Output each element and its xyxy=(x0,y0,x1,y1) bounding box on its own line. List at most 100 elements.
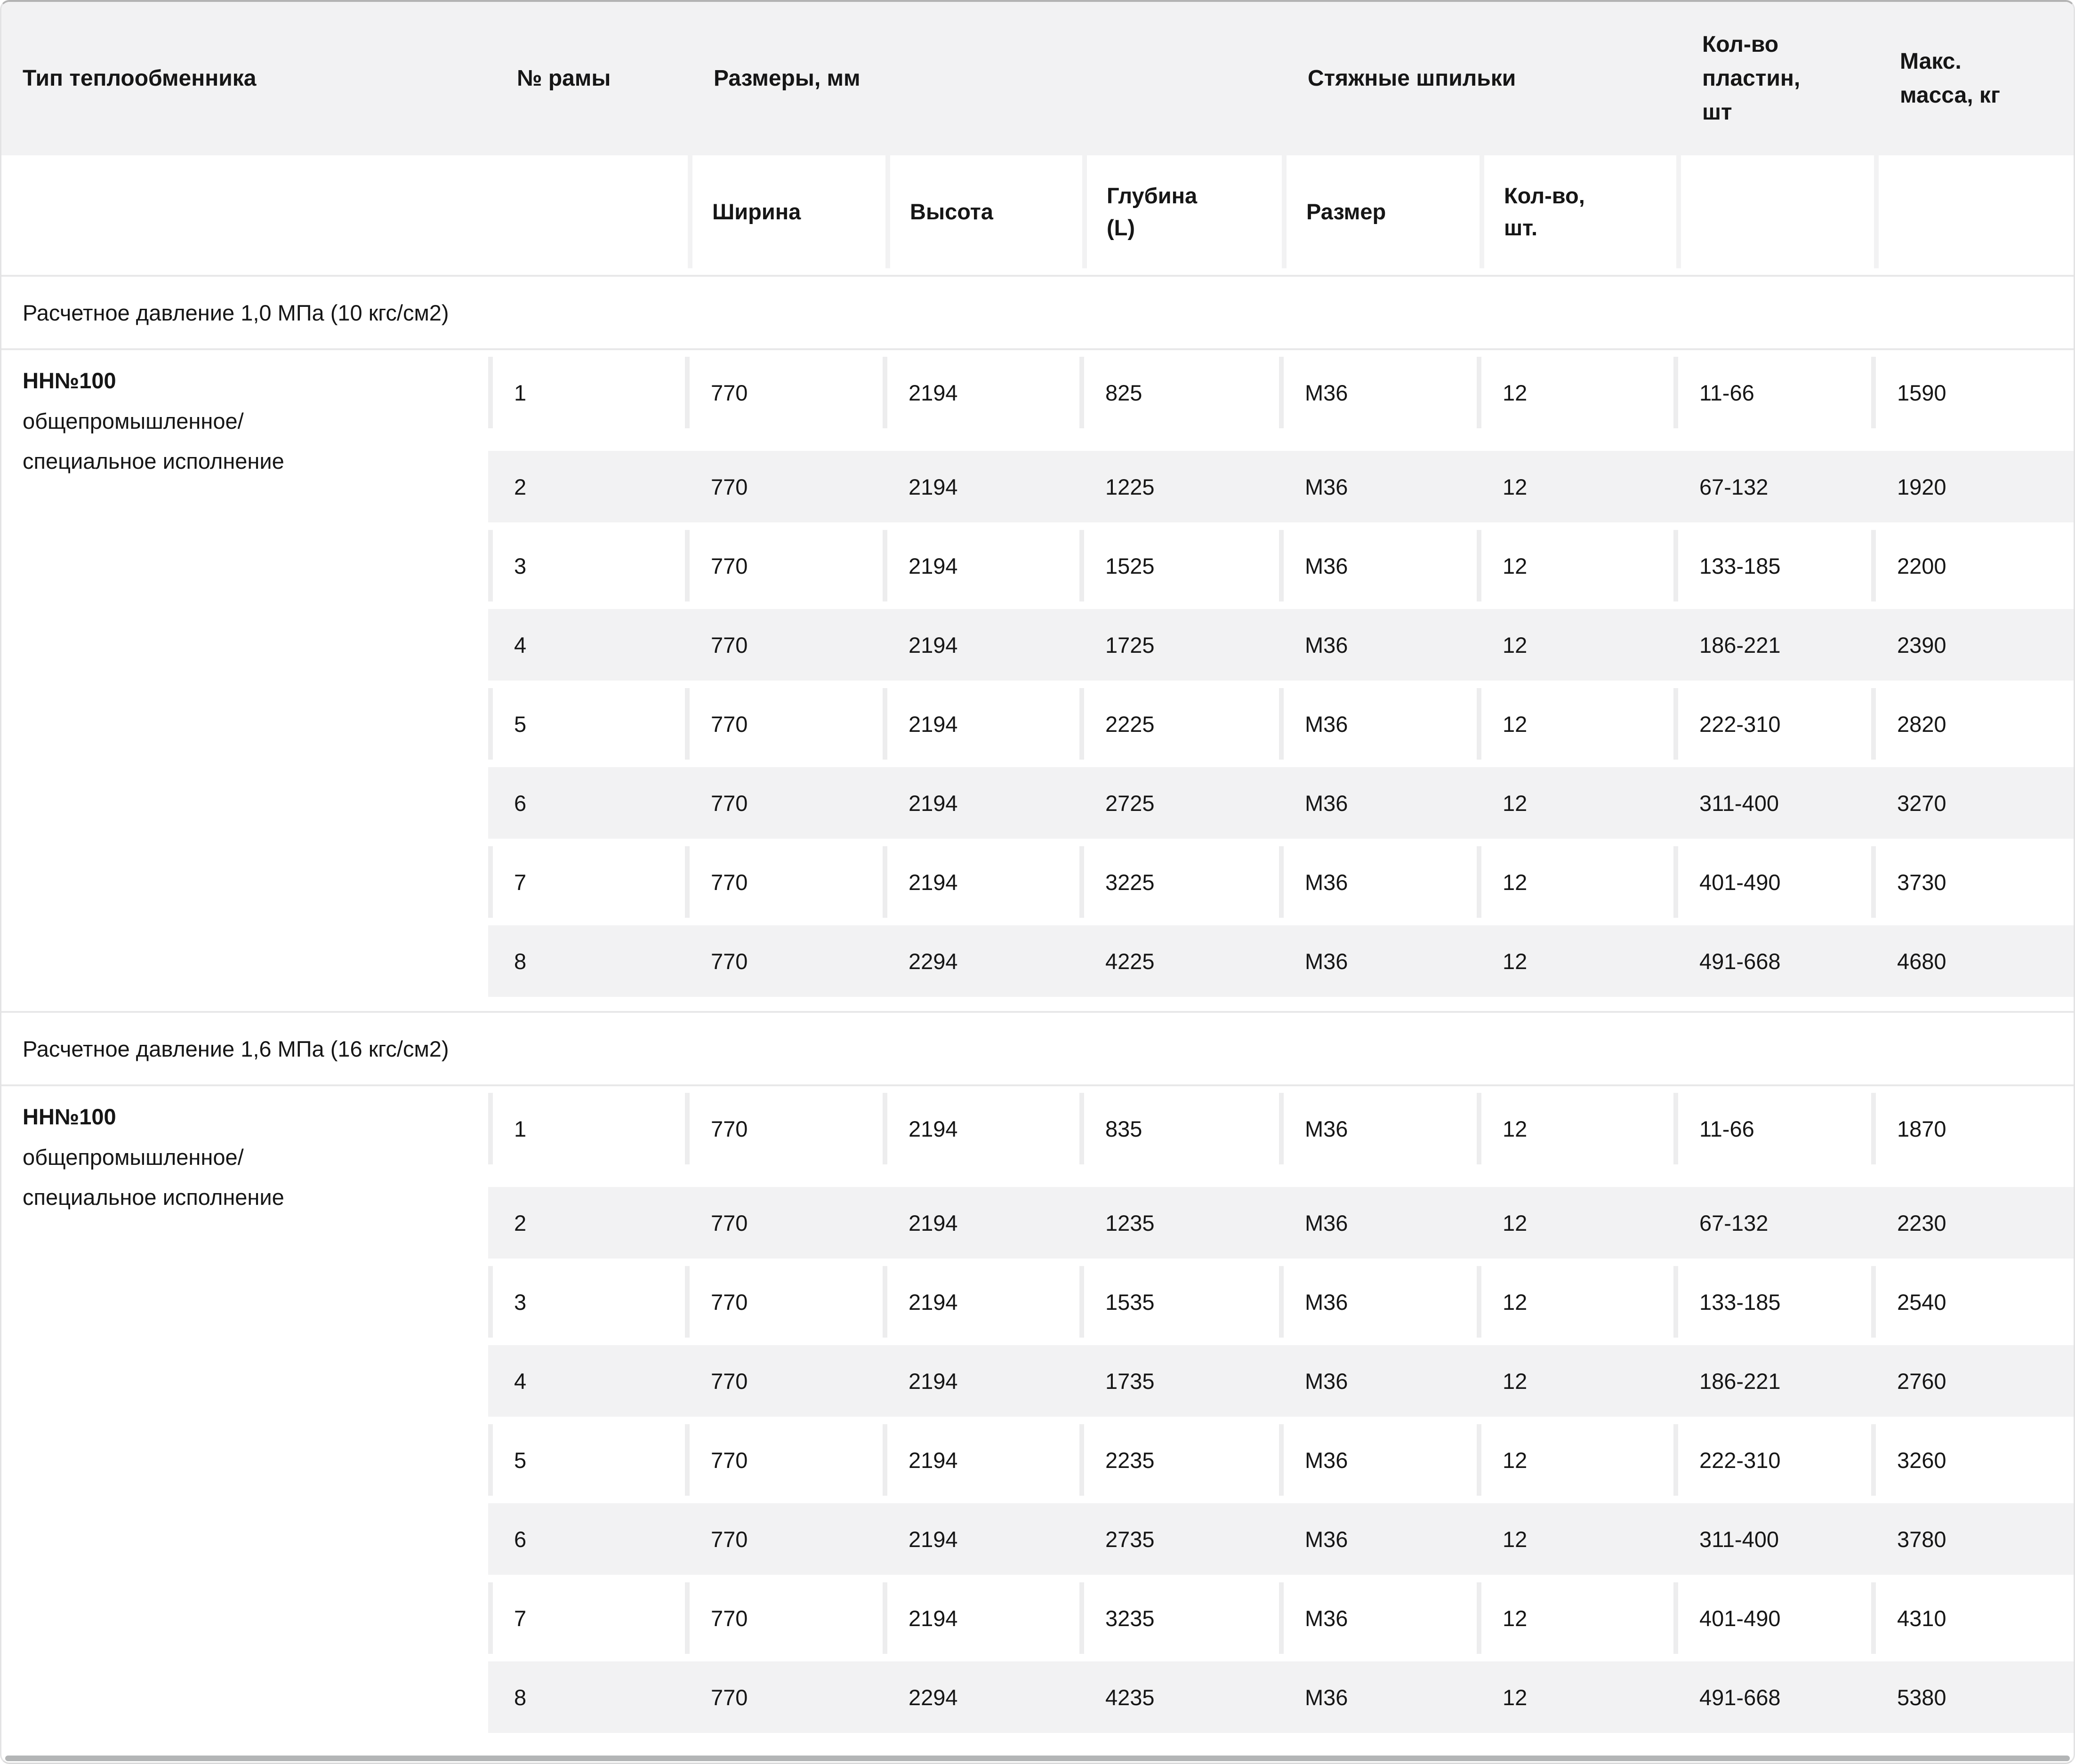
cell-depth: 1735 xyxy=(1105,1368,1155,1394)
cell-stud-qty: 12 xyxy=(1481,846,1673,918)
cell-width: 770 xyxy=(711,474,748,499)
cell-stud-qty: 12 xyxy=(1503,1684,1528,1710)
cell-stud-size: М36 xyxy=(1284,1424,1477,1496)
cell-stud-qty: 12 xyxy=(1503,1526,1528,1552)
cell-frame-no: 7 xyxy=(493,1582,685,1654)
cell-stud-qty: 12 xyxy=(1503,790,1528,816)
subheader-blank-mass xyxy=(1879,155,2074,268)
cell-plates-range: 222-310 xyxy=(1678,688,1871,760)
table-row: 5 770 2194 2235 М36 12 222-310 3260 xyxy=(488,1424,2074,1496)
cell-frame-no: 4 xyxy=(514,1368,527,1394)
column-header-mass-label: Макс. масса, кг xyxy=(1900,49,2000,108)
cell-max-mass: 2200 xyxy=(1876,530,2074,601)
cell-frame-no: 5 xyxy=(493,688,685,760)
cell-plates-range: 11-66 xyxy=(1678,1093,1871,1164)
group-desc-line: общепромышленное/ xyxy=(23,408,244,433)
cell-height: 2194 xyxy=(909,1526,958,1552)
cell-height: 2194 xyxy=(909,1368,958,1394)
table-header-row: Тип теплообменника № рамы Размеры, мм Ст… xyxy=(1,2,2074,155)
group-name: НН№100 xyxy=(23,1104,116,1129)
cell-stud-qty: 12 xyxy=(1503,948,1528,974)
group-desc-line: специальное исполнение xyxy=(23,1185,284,1210)
cell-stud-size: М36 xyxy=(1284,846,1477,918)
column-header-plates: Кол-во пластин, шт xyxy=(1681,28,1874,129)
table-row: 7 770 2194 3235 М36 12 401-490 4310 xyxy=(488,1582,2074,1654)
cell-stud-size: М36 xyxy=(1305,1684,1348,1710)
cell-plates-range: 491-668 xyxy=(1699,1684,1781,1710)
cell-stud-qty: 12 xyxy=(1481,1582,1673,1654)
column-header-sizes: Размеры, мм xyxy=(714,66,861,91)
cell-stud-size: М36 xyxy=(1305,948,1348,974)
cell-stud-size: М36 xyxy=(1305,1210,1348,1235)
cell-depth: 2225 xyxy=(1084,688,1279,760)
cell-frame-no: 8 xyxy=(514,1684,527,1710)
cell-max-mass: 2760 xyxy=(1897,1368,1946,1394)
cell-width: 770 xyxy=(690,846,883,918)
section-title-row: Расчетное давление 1,6 МПа (16 кгс/см2) xyxy=(1,1011,2074,1086)
subheader-depth: Глубина (L) xyxy=(1087,155,1282,268)
cell-plates-range: 133-185 xyxy=(1678,1266,1871,1338)
cell-frame-no: 1 xyxy=(493,357,685,428)
horizontal-scrollbar[interactable] xyxy=(5,1756,2070,1761)
table-row: 7 770 2194 3225 М36 12 401-490 3730 xyxy=(488,846,2074,918)
subheader-qty: Кол-во, шт. xyxy=(1484,155,1676,268)
cell-max-mass: 3260 xyxy=(1876,1424,2074,1496)
cell-plates-range: 186-221 xyxy=(1699,1368,1781,1394)
cell-depth: 2725 xyxy=(1105,790,1155,816)
subheader-qty-label: Кол-во, шт. xyxy=(1504,183,1585,240)
cell-depth: 2235 xyxy=(1084,1424,1279,1496)
cell-width: 770 xyxy=(711,790,748,816)
table-row: 1 770 2194 835 М36 12 11-66 1870 xyxy=(488,1093,2074,1164)
group-name: НН№100 xyxy=(23,368,116,393)
cell-max-mass: 3730 xyxy=(1876,846,2074,918)
cell-max-mass: 3270 xyxy=(1897,790,1946,816)
cell-depth: 3225 xyxy=(1084,846,1279,918)
cell-height: 2194 xyxy=(887,357,1079,428)
table-row: 4 770 2194 1725 М36 12 186-221 2390 xyxy=(488,609,2074,681)
cell-depth: 1525 xyxy=(1084,530,1279,601)
cell-stud-size: М36 xyxy=(1305,474,1348,499)
column-header-frame-no: № рамы xyxy=(517,66,611,91)
cell-stud-qty: 12 xyxy=(1503,1210,1528,1235)
cell-plates-range: 67-132 xyxy=(1699,474,1769,499)
cell-depth: 1725 xyxy=(1105,632,1155,657)
section-title-row: Расчетное давление 1,0 МПа (10 кгс/см2) xyxy=(1,275,2074,350)
cell-plates-range: 11-66 xyxy=(1678,357,1871,428)
cell-frame-no: 4 xyxy=(514,632,527,657)
subheader-height: Высота xyxy=(890,155,1082,268)
group-label: НН№100 общепромышленное/специальное испол… xyxy=(1,357,488,1004)
table-body: Расчетное давление 1,0 МПа (10 кгс/см2) Н… xyxy=(1,275,2074,1740)
table-row: 8 770 2294 4235 М36 12 491-668 5380 xyxy=(488,1661,2074,1733)
cell-height: 2194 xyxy=(909,474,958,499)
cell-stud-qty: 12 xyxy=(1503,1368,1528,1394)
cell-frame-no: 1 xyxy=(493,1093,685,1164)
cell-frame-no: 7 xyxy=(493,846,685,918)
cell-depth: 2735 xyxy=(1105,1526,1155,1552)
group-rows: 1 770 2194 835 М36 12 11-66 1870 2 770 2194 1235 М36… xyxy=(488,1093,2074,1740)
cell-depth: 1535 xyxy=(1084,1266,1279,1338)
column-header-mass: Макс. масса, кг xyxy=(1879,45,2074,112)
cell-stud-qty: 12 xyxy=(1481,1093,1673,1164)
cell-width: 770 xyxy=(711,632,748,657)
group-desc-line: общепромышленное/ xyxy=(23,1144,244,1170)
cell-plates-range: 311-400 xyxy=(1699,790,1779,816)
column-header-type: Тип теплообменника xyxy=(23,66,257,91)
cell-stud-qty: 12 xyxy=(1481,530,1673,601)
cell-stud-qty: 12 xyxy=(1503,474,1528,499)
table-subheader-row: Ширина Высота Глубина (L) Размер Кол-во,… xyxy=(1,155,2074,268)
cell-stud-qty: 12 xyxy=(1503,632,1528,657)
cell-stud-size: М36 xyxy=(1305,1368,1348,1394)
cell-max-mass: 4680 xyxy=(1897,948,1946,974)
subheader-size: Размер xyxy=(1287,155,1480,268)
cell-depth: 1235 xyxy=(1105,1210,1155,1235)
subheader-blank xyxy=(1,155,688,268)
cell-depth: 835 xyxy=(1084,1093,1279,1164)
cell-stud-qty: 12 xyxy=(1481,357,1673,428)
subheader-blank-plates xyxy=(1681,155,1874,268)
table-group: НН№100 общепромышленное/специальное испол… xyxy=(1,1093,2074,1740)
subheader-width: Ширина xyxy=(692,155,885,268)
group-rows: 1 770 2194 825 М36 12 11-66 1590 2 770 2194 1225 М36… xyxy=(488,357,2074,1004)
subheader-depth-label: Глубина (L) xyxy=(1107,183,1198,240)
cell-stud-size: М36 xyxy=(1305,790,1348,816)
